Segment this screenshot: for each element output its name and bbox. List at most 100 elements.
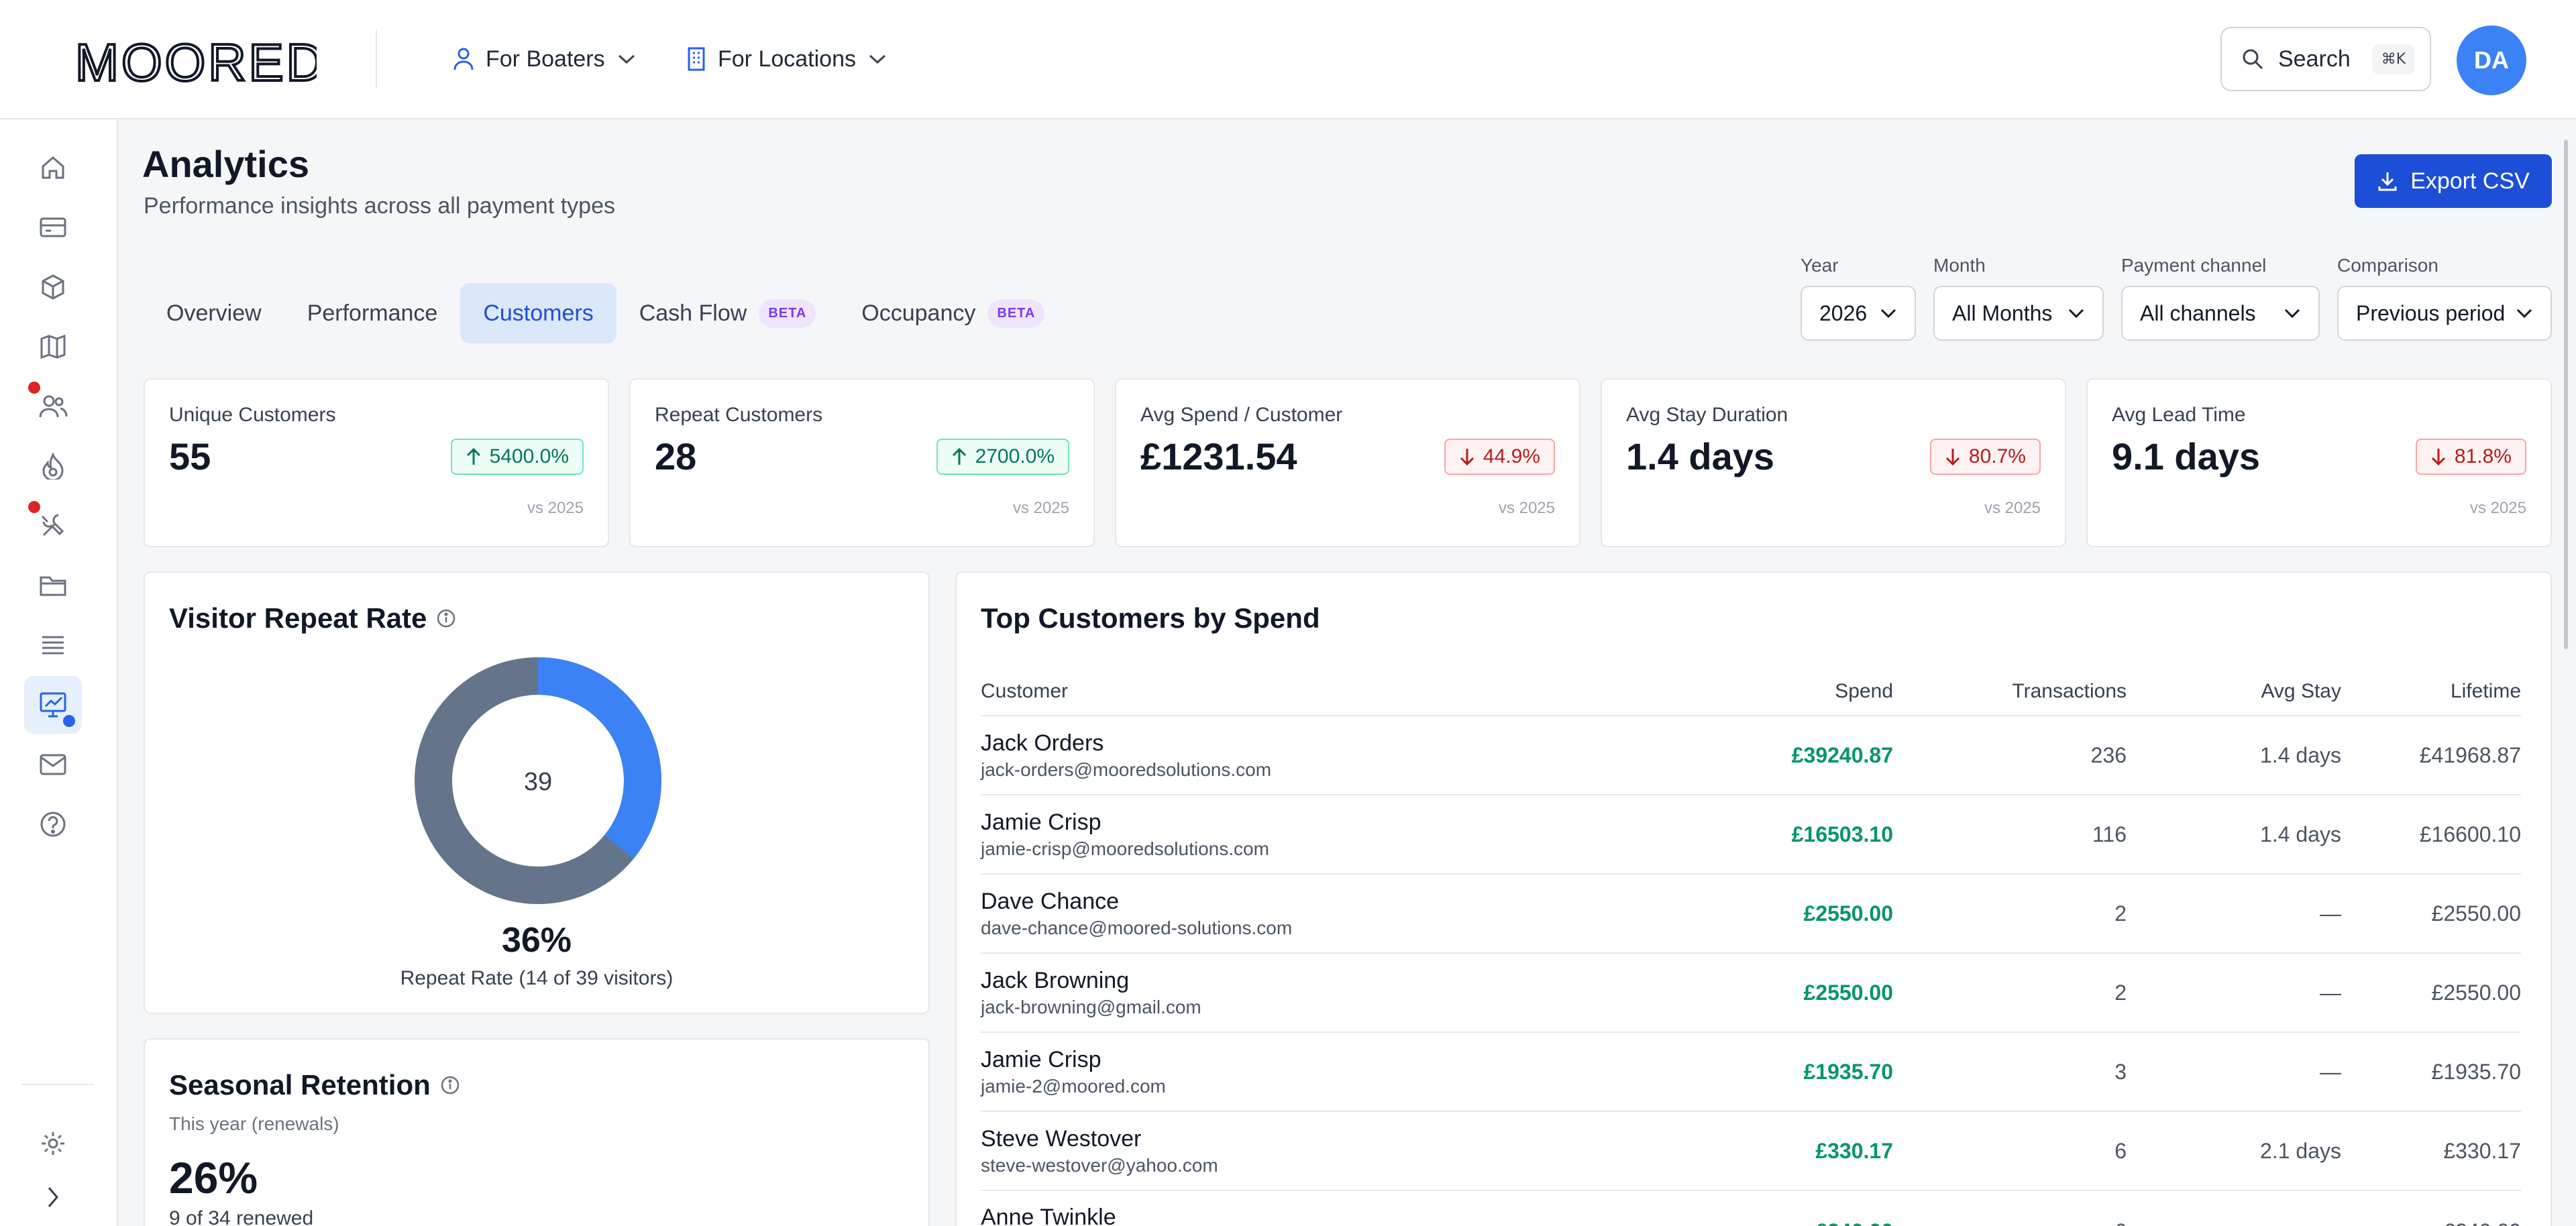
nav-for-locations[interactable]: For Locations bbox=[687, 39, 887, 79]
svg-text:MOORED: MOORED bbox=[75, 33, 317, 90]
search-button[interactable]: Search ⌘K bbox=[2220, 27, 2431, 91]
tab-label: Overview bbox=[166, 300, 262, 326]
sidebar-item-messages[interactable] bbox=[24, 736, 82, 793]
visitor-repeat-rate-card: Visitor Repeat Rate 39 36% Repeat Rate (… bbox=[144, 571, 930, 1014]
kpi-card-avg-stay: Avg Stay Duration 1.4 days 80.7% vs 2025 bbox=[1601, 378, 2066, 547]
comparison-filter-label: Comparison bbox=[2337, 255, 2438, 276]
sidebar-item-help[interactable] bbox=[24, 795, 82, 853]
tab-performance[interactable]: Performance bbox=[284, 283, 461, 343]
table-row[interactable]: Jack Browning jack-browning@gmail.com £25… bbox=[981, 954, 2521, 1033]
month-select[interactable]: All Months bbox=[1933, 286, 2104, 341]
nav-for-boaters[interactable]: For Boaters bbox=[453, 39, 636, 79]
search-label: Search bbox=[2278, 46, 2351, 72]
tab-label: Occupancy bbox=[861, 300, 976, 326]
ticket-icon bbox=[40, 217, 66, 237]
chevron-down-icon bbox=[1880, 309, 1896, 319]
settings-icon bbox=[42, 1132, 64, 1155]
table-header-row: Customer Spend Transactions Avg Stay Lif… bbox=[981, 638, 2521, 716]
kpi-change-value: 80.7% bbox=[1968, 445, 2026, 467]
table-row[interactable]: Anne Twinkle £240.00 6 — £240.00 bbox=[981, 1191, 2521, 1226]
moored-logo[interactable]: MOORED bbox=[75, 30, 317, 90]
table-row[interactable]: Jamie Crisp jamie-2@moored.com £1935.70 3… bbox=[981, 1033, 2521, 1112]
info-icon[interactable] bbox=[440, 1075, 460, 1095]
tab-cash-flow[interactable]: Cash Flow BETA bbox=[616, 283, 839, 343]
kpi-card-avg-lead-time: Avg Lead Time 9.1 days 81.8% vs 2025 bbox=[2086, 378, 2552, 547]
sidebar-item-analytics[interactable] bbox=[24, 676, 82, 734]
tab-occupancy[interactable]: Occupancy BETA bbox=[839, 283, 1067, 343]
customer-name: Dave Chance bbox=[981, 888, 1120, 914]
kpi-change-badge: 81.8% bbox=[2415, 439, 2526, 475]
sidebar-nav bbox=[0, 119, 118, 1226]
arrow-down-icon bbox=[2431, 449, 2445, 466]
export-csv-button[interactable]: Export CSV bbox=[2355, 154, 2552, 208]
table-row[interactable]: Dave Chance dave-chance@moored-solutions.… bbox=[981, 875, 2521, 954]
kpi-comparison-note: vs 2025 bbox=[1984, 499, 2041, 517]
sidebar-item-files[interactable] bbox=[24, 557, 82, 614]
column-header-avg-stay[interactable]: Avg Stay bbox=[2261, 680, 2341, 702]
kpi-change-value: 2700.0% bbox=[975, 445, 1055, 467]
info-icon[interactable] bbox=[436, 608, 456, 628]
tab-customers[interactable]: Customers bbox=[460, 283, 616, 343]
comparison-select[interactable]: Previous period bbox=[2337, 286, 2552, 341]
table-row[interactable]: Steve Westover steve-westover@yahoo.com £… bbox=[981, 1112, 2521, 1191]
tools-icon bbox=[41, 514, 64, 537]
year-filter-label: Year bbox=[1801, 255, 1839, 276]
table-row[interactable]: Jamie Crisp jamie-crisp@mooredsolutions.c… bbox=[981, 795, 2521, 875]
arrow-down-icon bbox=[1460, 449, 1474, 466]
sidebar-item-list[interactable] bbox=[24, 616, 82, 674]
customer-spend: £16503.10 bbox=[1791, 822, 1893, 846]
column-header-customer[interactable]: Customer bbox=[981, 680, 1069, 702]
kpi-change-badge: 5400.0% bbox=[450, 439, 584, 475]
tab-label: Performance bbox=[307, 300, 438, 326]
repeat-rate-caption: Repeat Rate (14 of 39 visitors) bbox=[400, 967, 674, 989]
payment-channel-select-value: All channels bbox=[2140, 300, 2256, 325]
year-select-value: 2026 bbox=[1819, 300, 1868, 325]
table-row[interactable]: Jack Orders jack-orders@mooredsolutions.c… bbox=[981, 716, 2521, 795]
customer-lifetime: £2550.00 bbox=[2431, 980, 2521, 1005]
page-subtitle: Performance insights across all payment … bbox=[144, 193, 615, 219]
map-icon bbox=[40, 334, 66, 359]
column-header-lifetime[interactable]: Lifetime bbox=[2450, 680, 2521, 702]
page-title: Analytics bbox=[142, 143, 309, 185]
customer-transactions: 236 bbox=[2090, 742, 2127, 767]
beta-badge: BETA bbox=[759, 298, 816, 328]
building-icon bbox=[688, 47, 705, 71]
arrow-down-icon bbox=[1945, 449, 1960, 466]
kpi-change-value: 81.8% bbox=[2454, 445, 2512, 467]
donut-segment-repeat bbox=[415, 657, 661, 904]
column-header-spend[interactable]: Spend bbox=[1835, 680, 1893, 702]
sidebar-item-map[interactable] bbox=[24, 318, 82, 376]
payment-channel-select[interactable]: All channels bbox=[2121, 286, 2320, 341]
kpi-value: 28 bbox=[655, 435, 697, 478]
tab-overview[interactable]: Overview bbox=[144, 283, 284, 343]
month-filter-label: Month bbox=[1933, 255, 1986, 276]
sidebar-collapse-toggle[interactable] bbox=[24, 1168, 82, 1226]
search-icon bbox=[2243, 49, 2263, 70]
nav-for-boaters-label: For Boaters bbox=[486, 46, 605, 72]
chevron-down-icon bbox=[869, 54, 886, 64]
payment-channel-filter: Payment channel All channels bbox=[2121, 255, 2320, 341]
search-shortcut: ⌘K bbox=[2371, 44, 2416, 74]
sidebar-item-activity[interactable] bbox=[24, 437, 82, 495]
sidebar-item-customers[interactable] bbox=[24, 378, 82, 435]
sidebar-item-settings[interactable] bbox=[24, 1115, 82, 1172]
chevron-down-icon bbox=[2284, 309, 2300, 319]
nav-for-locations-label: For Locations bbox=[718, 46, 856, 72]
kpi-comparison-note: vs 2025 bbox=[1012, 499, 1069, 517]
chevron-down-icon bbox=[2068, 309, 2084, 319]
user-avatar[interactable]: DA bbox=[2457, 25, 2526, 95]
page-scrollbar[interactable] bbox=[2564, 140, 2568, 649]
year-select[interactable]: 2026 bbox=[1801, 286, 1916, 341]
sidebar-item-tickets[interactable] bbox=[24, 199, 82, 256]
sidebar-item-home[interactable] bbox=[24, 139, 82, 197]
customer-name: Jamie Crisp bbox=[981, 1046, 1102, 1072]
sidebar-item-products[interactable] bbox=[24, 258, 82, 316]
folder-icon bbox=[40, 576, 66, 596]
customer-lifetime: £330.17 bbox=[2443, 1138, 2521, 1163]
kpi-label: Unique Customers bbox=[169, 404, 336, 426]
customer-lifetime: £41968.87 bbox=[2419, 742, 2521, 767]
kpi-card-avg-spend: Avg Spend / Customer £1231.54 44.9% vs 2… bbox=[1115, 378, 1580, 547]
sidebar-item-maintenance[interactable] bbox=[24, 497, 82, 555]
customer-transactions: 3 bbox=[2114, 1059, 2127, 1084]
column-header-transactions[interactable]: Transactions bbox=[2012, 680, 2127, 702]
